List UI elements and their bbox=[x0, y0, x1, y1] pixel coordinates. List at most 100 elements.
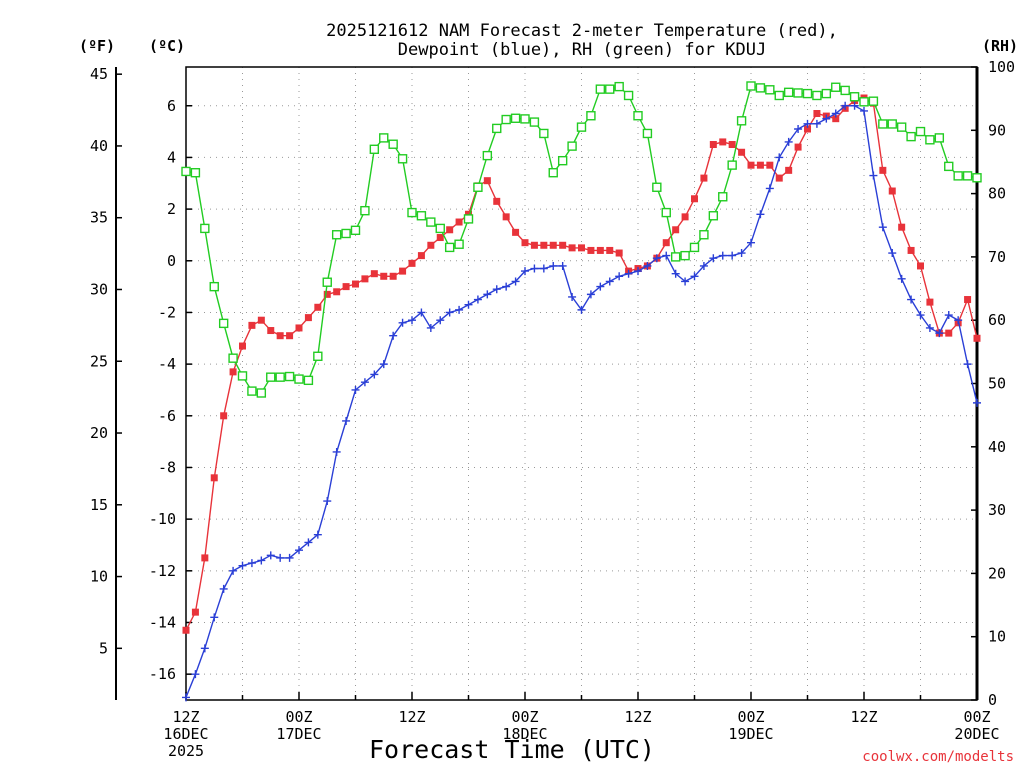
dewpoint-point bbox=[671, 269, 680, 278]
dewpoint-point bbox=[615, 272, 624, 281]
dewpoint-point bbox=[295, 546, 303, 555]
fahrenheit-tick-label: 5 bbox=[99, 639, 108, 657]
rh-point bbox=[944, 161, 954, 172]
celsius-tick-label: 6 bbox=[167, 97, 176, 115]
dewpoint-point bbox=[549, 261, 558, 270]
x-tick-label: 00Z bbox=[963, 708, 990, 726]
fahrenheit-tick-label: 30 bbox=[90, 280, 108, 298]
dewpoint-point bbox=[596, 282, 605, 291]
fahrenheit-tick-label: 25 bbox=[90, 352, 108, 370]
rh-point bbox=[746, 81, 756, 91]
dewpoint-point bbox=[737, 249, 746, 258]
temperature-point bbox=[606, 246, 614, 254]
celsius-tick-label: -6 bbox=[158, 407, 176, 425]
rh-point bbox=[247, 386, 257, 396]
rh-point bbox=[878, 119, 888, 129]
tick-labels: -16-14-12-10-8-6-4-202465101520253035404… bbox=[90, 58, 1015, 760]
rh-tick-label: 90 bbox=[988, 121, 1006, 139]
rh-point bbox=[783, 87, 794, 98]
rh-tick-label: 70 bbox=[988, 248, 1006, 266]
rh-point bbox=[303, 375, 314, 386]
temperature-point bbox=[248, 321, 256, 329]
temperature-point bbox=[342, 283, 350, 291]
dewpoint-point bbox=[907, 295, 916, 304]
dewpoint-point bbox=[850, 101, 859, 110]
dewpoint-point bbox=[973, 398, 981, 407]
rh-point bbox=[595, 84, 606, 94]
dewpoint-point bbox=[426, 323, 435, 332]
rh-point bbox=[727, 160, 737, 170]
celsius-tick-label: 0 bbox=[167, 252, 176, 270]
fahrenheit-tick-label: 45 bbox=[90, 65, 108, 83]
fahrenheit-tick-label: 10 bbox=[90, 568, 108, 586]
temperature-point bbox=[220, 412, 228, 420]
temperature-point bbox=[672, 226, 680, 234]
rh-point bbox=[661, 207, 671, 218]
dewpoint-point bbox=[794, 125, 803, 134]
rh-point bbox=[397, 154, 408, 164]
x-tick-label: 20DEC bbox=[954, 725, 999, 743]
dewpoint-point bbox=[379, 360, 388, 369]
rh-point bbox=[840, 85, 850, 96]
dewpoint-point bbox=[756, 210, 765, 219]
rh-point bbox=[350, 225, 361, 236]
rh-tick-label: 80 bbox=[988, 185, 1006, 203]
dewpoint-point bbox=[916, 311, 925, 320]
celsius-tick-label: -8 bbox=[158, 458, 176, 476]
rh-point bbox=[802, 88, 813, 99]
rh-point bbox=[237, 371, 248, 381]
rh-point bbox=[482, 150, 493, 161]
dewpoint-point bbox=[530, 264, 539, 273]
rh-point bbox=[379, 133, 389, 143]
rh-tick-label: 100 bbox=[988, 58, 1015, 76]
rh-point bbox=[520, 114, 530, 124]
temperature-point bbox=[502, 213, 510, 221]
temperature-point bbox=[201, 554, 209, 562]
dewpoint-point bbox=[464, 300, 473, 309]
temperature-point bbox=[455, 218, 463, 226]
temperature-point bbox=[295, 324, 303, 332]
dewpoint-point bbox=[558, 261, 567, 270]
temperature-point bbox=[578, 244, 585, 252]
temperature-point bbox=[917, 262, 924, 270]
temperature-point bbox=[323, 290, 331, 298]
rh-tick-label: 10 bbox=[988, 628, 1006, 646]
temperature-point bbox=[483, 177, 491, 185]
dewpoint-point bbox=[191, 670, 200, 679]
dewpoint-point bbox=[342, 416, 351, 425]
dewpoint-point bbox=[370, 370, 379, 379]
dewpoint-point bbox=[247, 559, 256, 568]
celsius-tick-label: 4 bbox=[167, 148, 176, 166]
rh-point bbox=[548, 168, 558, 178]
fahrenheit-tick-label: 15 bbox=[90, 496, 108, 514]
rh-point bbox=[868, 96, 879, 106]
temperature-point bbox=[662, 239, 670, 247]
dewpoint-point bbox=[643, 261, 652, 270]
dewpoint-point bbox=[775, 153, 784, 162]
dewpoint-point bbox=[455, 305, 464, 314]
rh-point bbox=[614, 81, 624, 92]
x-tick-label: 12Z bbox=[172, 708, 199, 726]
dewpoint-point bbox=[229, 566, 238, 575]
dewpoint-point bbox=[586, 290, 595, 299]
temperature-point bbox=[304, 314, 312, 322]
celsius-tick-label: 2 bbox=[167, 200, 176, 218]
temperature-point bbox=[559, 241, 567, 249]
x-tick-label: 00Z bbox=[737, 708, 764, 726]
x-tick-label: 17DEC bbox=[276, 725, 321, 743]
temperature-point bbox=[352, 280, 359, 288]
temperature-point bbox=[267, 327, 275, 335]
rh-point bbox=[444, 242, 455, 253]
rh-point bbox=[896, 122, 907, 132]
temperature-point bbox=[832, 115, 840, 123]
rh-point bbox=[586, 111, 596, 121]
rh-point bbox=[642, 128, 653, 139]
x-tick-label: 00Z bbox=[285, 708, 312, 726]
rh-point bbox=[689, 242, 700, 253]
dewpoint-point bbox=[888, 249, 897, 258]
rh-point bbox=[972, 173, 982, 183]
rh-point bbox=[510, 113, 521, 123]
dewpoint-point bbox=[417, 308, 426, 317]
x-tick-label: 00Z bbox=[511, 708, 538, 726]
